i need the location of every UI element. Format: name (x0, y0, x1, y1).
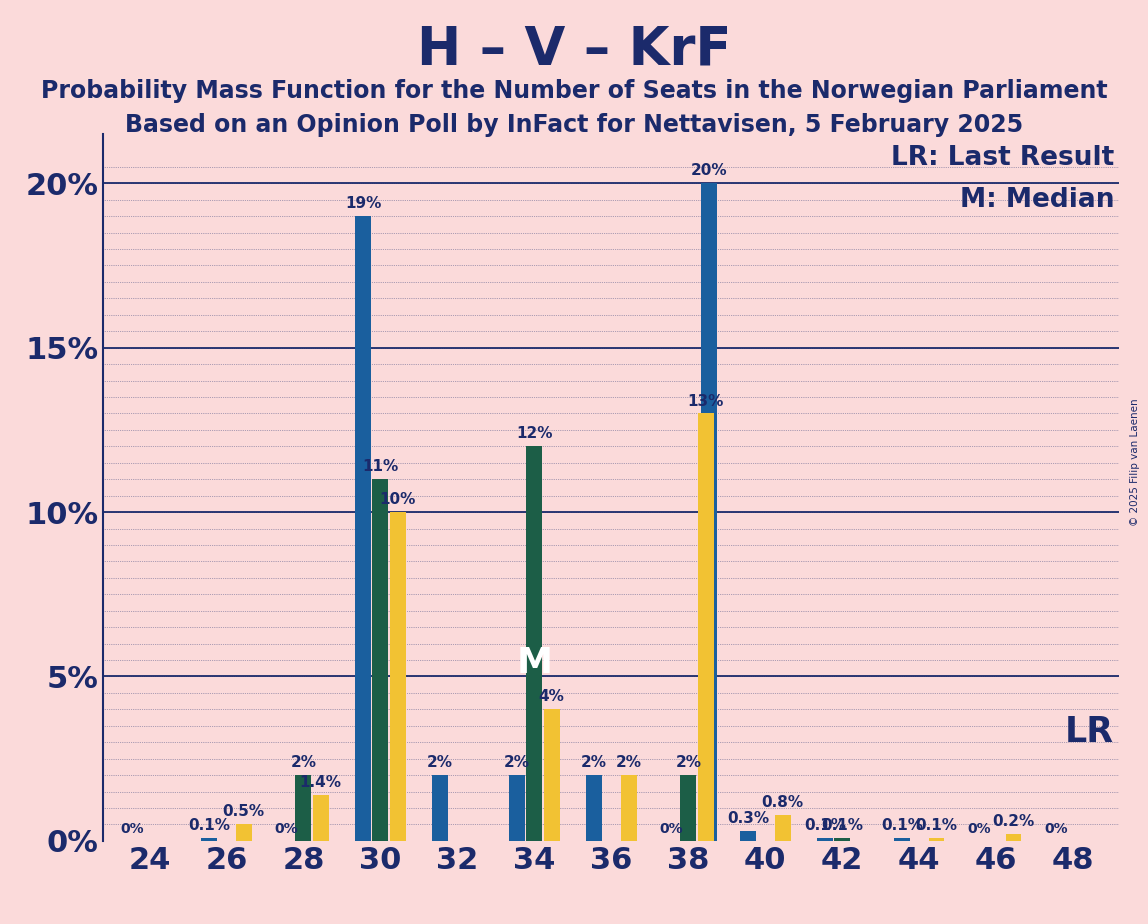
Text: Probability Mass Function for the Number of Seats in the Norwegian Parliament: Probability Mass Function for the Number… (40, 79, 1108, 103)
Bar (835, 837, 851, 841)
Text: 20%: 20% (691, 164, 728, 178)
Text: 0.8%: 0.8% (761, 795, 804, 809)
Text: 2%: 2% (504, 755, 530, 771)
Bar (235, 824, 251, 841)
Text: LR: Last Result: LR: Last Result (891, 144, 1115, 171)
Bar (312, 795, 328, 841)
Text: 10%: 10% (380, 492, 416, 507)
Text: H – V – KrF: H – V – KrF (417, 23, 731, 75)
Bar (527, 446, 542, 841)
Bar (894, 837, 910, 841)
Bar (372, 480, 388, 841)
Text: 0%: 0% (121, 822, 144, 836)
Text: 0.1%: 0.1% (821, 818, 863, 833)
Bar (390, 512, 405, 841)
Text: 2%: 2% (427, 755, 453, 771)
Bar (509, 775, 525, 841)
Bar (740, 831, 755, 841)
Text: 0.5%: 0.5% (223, 805, 265, 820)
Bar (585, 775, 602, 841)
Bar (355, 216, 371, 841)
Text: 12%: 12% (517, 426, 552, 442)
Text: 0%: 0% (967, 822, 991, 836)
Bar (701, 183, 718, 841)
Bar (544, 710, 559, 841)
Text: M: Median: M: Median (960, 187, 1115, 213)
Bar (681, 775, 696, 841)
Bar (621, 775, 637, 841)
Text: 0%: 0% (1044, 822, 1068, 836)
Bar (201, 837, 217, 841)
Text: M: M (517, 646, 552, 680)
Bar (698, 413, 714, 841)
Text: 1.4%: 1.4% (300, 775, 342, 790)
Text: 0.1%: 0.1% (881, 818, 923, 833)
Text: 0.1%: 0.1% (804, 818, 846, 833)
Text: 0.1%: 0.1% (915, 818, 957, 833)
Text: 0%: 0% (274, 822, 298, 836)
Bar (295, 775, 311, 841)
Text: 2%: 2% (675, 755, 701, 771)
Text: 4%: 4% (538, 689, 565, 704)
Bar (817, 837, 832, 841)
Text: 2%: 2% (290, 755, 317, 771)
Text: 0.3%: 0.3% (727, 811, 769, 826)
Text: 19%: 19% (344, 196, 381, 212)
Text: 0.2%: 0.2% (992, 814, 1034, 830)
Bar (775, 815, 791, 841)
Text: © 2025 Filip van Laenen: © 2025 Filip van Laenen (1130, 398, 1140, 526)
Text: 11%: 11% (363, 459, 398, 474)
Text: Based on an Opinion Poll by InFact for Nettavisen, 5 February 2025: Based on an Opinion Poll by InFact for N… (125, 113, 1023, 137)
Text: LR: LR (1065, 715, 1115, 749)
Text: 13%: 13% (688, 394, 723, 408)
Text: 2%: 2% (615, 755, 642, 771)
Bar (432, 775, 448, 841)
Text: 2%: 2% (581, 755, 607, 771)
Text: 0.1%: 0.1% (188, 818, 230, 833)
Text: 0%: 0% (659, 822, 683, 836)
Bar (929, 837, 945, 841)
Bar (1006, 834, 1022, 841)
